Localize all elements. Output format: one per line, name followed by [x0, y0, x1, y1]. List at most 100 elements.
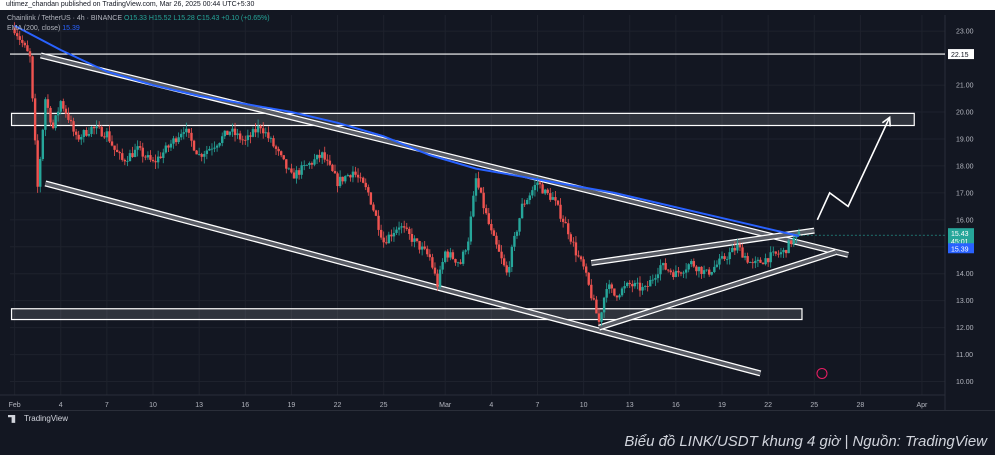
candle-body	[374, 210, 378, 216]
candle-body	[464, 250, 467, 252]
wedge-upper-inner	[591, 228, 815, 265]
price-chart[interactable]: 10.0011.0012.0013.0014.0015.0016.0017.00…	[0, 10, 995, 410]
candle-body	[56, 111, 60, 116]
candle-body	[272, 138, 275, 147]
candle-body	[582, 259, 585, 267]
caption-text: Biểu đồ LINK/USDT khung 4 giờ | Nguồn: T…	[624, 433, 987, 450]
candle-body	[649, 279, 652, 287]
candle-body	[485, 208, 488, 214]
candle-body	[400, 226, 403, 228]
candle-body	[262, 128, 265, 134]
candle-body	[249, 135, 252, 137]
candle-body	[718, 258, 721, 265]
candle-body	[115, 149, 119, 153]
candle-body	[551, 197, 555, 200]
candle-body	[564, 221, 567, 224]
candle-body	[497, 244, 501, 252]
candle-body	[300, 165, 303, 175]
candle-body	[15, 33, 19, 37]
x-tick-label: 7	[536, 402, 540, 409]
y-tick-label: 21.00	[956, 83, 974, 90]
candle-body	[100, 127, 103, 137]
candle-body	[797, 231, 801, 234]
candle-body	[200, 154, 203, 157]
candle-body	[515, 231, 519, 236]
tradingview-logo-icon	[8, 414, 16, 423]
candle-body	[313, 159, 316, 165]
candle-body	[328, 160, 332, 165]
candle-body	[395, 229, 398, 233]
candle-body	[246, 135, 250, 141]
candle-body	[487, 213, 490, 224]
candle-body	[377, 215, 380, 230]
candle-body	[426, 248, 429, 255]
candle-body	[46, 99, 50, 108]
candle-body	[274, 146, 278, 149]
last-price-bg	[948, 228, 974, 247]
candle-body	[738, 244, 742, 248]
ema-legend-label: EMA (200, close)	[7, 25, 61, 32]
y-tick-label: 20.00	[956, 110, 974, 117]
brand-text: TradingView	[24, 414, 69, 423]
candle-body	[308, 163, 311, 166]
caption-bar: Biểu đồ LINK/USDT khung 4 giờ | Nguồn: T…	[0, 427, 995, 455]
candle-body	[118, 152, 121, 154]
candle-body	[121, 153, 124, 160]
candle-body	[702, 270, 706, 275]
candle-body	[659, 265, 662, 275]
candle-body	[528, 195, 531, 200]
candle-body	[331, 164, 334, 172]
candle-body	[392, 232, 396, 237]
candle-body	[546, 189, 549, 194]
candle-body	[136, 146, 139, 150]
candle-body	[536, 182, 539, 185]
bottom-bar	[0, 410, 995, 428]
candle-body	[31, 56, 34, 99]
candle-body	[490, 223, 493, 231]
candle-body	[697, 266, 701, 272]
candle-body	[305, 165, 309, 166]
candle-body	[413, 238, 416, 242]
candle-body	[705, 269, 708, 271]
candle-body	[174, 138, 178, 143]
candle-body	[69, 119, 73, 122]
x-tick-label: 4	[489, 402, 493, 409]
x-tick-label: 16	[241, 402, 249, 409]
candle-body	[677, 270, 680, 273]
candle-body	[131, 153, 134, 158]
candle-body	[731, 247, 734, 253]
candle-body	[223, 130, 226, 137]
candle-body	[397, 227, 401, 230]
candle-body	[549, 193, 552, 200]
candle-body	[33, 98, 37, 141]
candle-body	[790, 240, 793, 245]
candle-body	[664, 263, 667, 270]
candle-body	[203, 153, 206, 157]
candle-body	[97, 126, 101, 128]
candle-body	[110, 141, 114, 146]
y-tick-label: 11.00	[956, 352, 973, 359]
candle-body	[369, 192, 373, 205]
candle-body	[408, 228, 411, 234]
y-tick-label: 19.00	[956, 136, 974, 143]
x-tick-label: Mar	[439, 402, 452, 409]
candle-body	[625, 282, 629, 287]
candle-body	[633, 282, 637, 287]
candle-body	[182, 132, 185, 134]
y-tick-label: 16.00	[956, 217, 974, 224]
candle-body	[505, 265, 508, 273]
candle-body	[349, 175, 352, 178]
candle-body	[602, 297, 606, 313]
candle-body	[579, 256, 583, 260]
candle-body	[213, 147, 216, 149]
candle-body	[315, 154, 319, 160]
candle-body	[643, 286, 647, 287]
candle-body	[769, 252, 772, 263]
candle-body	[492, 230, 496, 236]
candle-body	[356, 174, 360, 178]
candle-body	[666, 269, 670, 271]
x-tick-label: 13	[626, 402, 634, 409]
candle-body	[725, 259, 729, 260]
candle-body	[754, 260, 757, 264]
candle-body	[256, 125, 260, 133]
